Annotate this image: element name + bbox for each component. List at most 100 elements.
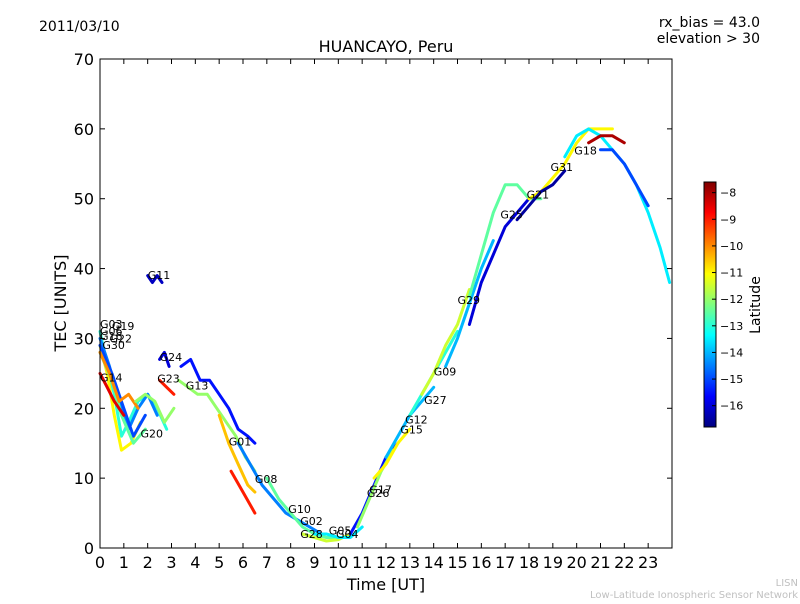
satellite-label-g30: G30 <box>102 339 125 352</box>
x-tick-label: 2 <box>143 553 153 572</box>
series-line-g30 <box>98 350 140 410</box>
credit-network: Low-Latitude Ionospheric Sensor Network <box>590 590 798 600</box>
colorbar-tick-label: −10 <box>720 240 743 253</box>
satellite-label-g16: G16 <box>100 330 123 343</box>
x-tick-label: 6 <box>238 553 248 572</box>
satellite-label-g21: G21 <box>527 189 550 202</box>
x-tick-label: 10 <box>328 553 348 572</box>
satellite-label-g19: G19 <box>112 320 135 333</box>
satellite-label-g17: G17 <box>369 484 392 497</box>
y-tick-label: 60 <box>74 120 94 139</box>
series-line-g08 <box>217 413 257 494</box>
y-tick-label: 30 <box>74 329 94 348</box>
y-tick-label: 10 <box>74 469 94 488</box>
series-line-g32 <box>587 134 626 145</box>
series-line-g15 <box>372 427 412 480</box>
y-axis-label: TEC [UNITS] <box>51 255 70 353</box>
series-line-g02 <box>265 476 340 539</box>
series-line-g23 <box>158 378 176 396</box>
x-tick-label: 12 <box>376 553 396 572</box>
satellite-label-g06: G06 <box>100 325 123 338</box>
x-axis-ticks: 0 1 2 3 4 5 6 7 8 9 10 11 12 13 14 15 16 17 18 19 20 21 22 23 <box>95 59 658 572</box>
satellite-label-g04: G04 <box>336 528 359 541</box>
series-line-g13 <box>179 357 257 445</box>
x-tick-label: 19 <box>543 553 563 572</box>
satellite-label-g23: G23 <box>157 372 180 385</box>
x-tick-label: 5 <box>214 553 224 572</box>
x-tick-label: 18 <box>519 553 539 572</box>
satellite-label-g31: G31 <box>551 161 574 174</box>
credit-lisn: LISN <box>776 578 798 589</box>
y-tick-label: 70 <box>74 50 94 69</box>
series-line-g28 <box>229 469 257 515</box>
series-line-g35 <box>515 169 567 222</box>
colorbar-tick-label: −9 <box>720 213 736 226</box>
series-line-g20 <box>134 392 176 424</box>
series-line-g11 <box>146 274 164 284</box>
x-tick-label: 13 <box>400 553 420 572</box>
x-tick-label: 8 <box>286 553 296 572</box>
rx-bias-label: rx_bias = 43.0 <box>659 15 760 31</box>
series-line-g24 <box>158 350 171 368</box>
x-tick-label: 4 <box>190 553 200 572</box>
elevation-label: elevation > 30 <box>657 31 760 47</box>
x-tick-label: 21 <box>590 553 610 572</box>
chart-title: HUANCAYO, Peru <box>319 37 454 56</box>
series-layer <box>98 127 672 543</box>
series-line-g25 <box>467 197 531 326</box>
date-label: 2011/03/10 <box>39 19 120 35</box>
x-tick-label: 7 <box>262 553 272 572</box>
satellite-label-g14: G14 <box>100 372 123 385</box>
series-line-g14 <box>98 371 126 417</box>
x-tick-label: 15 <box>447 553 467 572</box>
colorbar-ticks: −8 −9 −10 −11 −12 −13 −14 −15 −16 <box>712 187 743 413</box>
x-tick-label: 9 <box>309 553 319 572</box>
x-tick-label: 0 <box>95 553 105 572</box>
colorbar-tick-label: −16 <box>720 400 743 413</box>
satellite-label-g15: G15 <box>400 423 423 436</box>
satellite-label-g26: G26 <box>367 487 390 500</box>
series-line-g09 <box>420 288 471 396</box>
x-tick-label: 17 <box>495 553 515 572</box>
series-line-g07 <box>599 148 650 208</box>
x-tick-label: 1 <box>119 553 129 572</box>
y-tick-label: 50 <box>74 190 94 209</box>
satellite-label-g05: G05 <box>329 525 352 538</box>
colorbar-tick-label: −15 <box>720 373 743 386</box>
x-tick-label: 20 <box>566 553 586 572</box>
series-line-g16 <box>98 343 147 438</box>
colorbar-tick-label: −8 <box>720 187 736 200</box>
satellite-label-g25: G25 <box>500 208 523 221</box>
satellite-label-g08: G08 <box>255 473 278 486</box>
satellite-label-g09: G09 <box>434 366 457 379</box>
colorbar-tick-label: −13 <box>720 320 743 333</box>
x-tick-label: 11 <box>352 553 372 572</box>
colorbar-tick-label: −14 <box>720 346 743 359</box>
satellite-label-g29: G29 <box>458 294 481 307</box>
colorbar-tick-label: −11 <box>720 267 743 280</box>
satellite-label-g18: G18 <box>574 145 597 158</box>
satellite-label-g01: G01 <box>229 435 252 448</box>
colorbar-tick-label: −12 <box>720 293 743 306</box>
x-tick-label: 3 <box>166 553 176 572</box>
satellite-label-g27: G27 <box>424 394 447 407</box>
satellite-label-g22: G22 <box>110 333 133 346</box>
satellite-label-g02: G02 <box>300 515 323 528</box>
x-tick-label: 23 <box>638 553 658 572</box>
satellite-label-g28: G28 <box>300 528 323 541</box>
series-line-g29 <box>444 239 495 368</box>
x-tick-label: 14 <box>423 553 443 572</box>
satellite-label-g10: G10 <box>288 503 311 516</box>
satellite-label-g24: G24 <box>160 351 183 364</box>
satellite-label-g20: G20 <box>141 428 164 441</box>
y-tick-label: 0 <box>84 539 94 558</box>
series-line-g10 <box>236 441 324 536</box>
satellite-label-g12: G12 <box>405 414 428 427</box>
y-tick-label: 40 <box>74 260 94 279</box>
y-axis-ticks: 0 10 20 30 40 50 60 70 <box>74 50 672 558</box>
colorbar-label: Latitude <box>748 276 764 334</box>
x-tick-label: 16 <box>471 553 491 572</box>
